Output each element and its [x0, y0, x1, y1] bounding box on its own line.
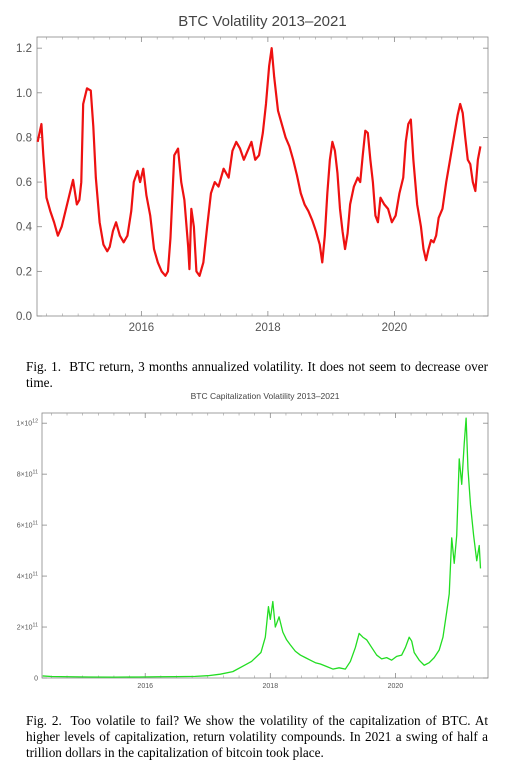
chart-title: BTC Volatility 2013–2021 — [178, 13, 346, 30]
plot-frame — [41, 412, 489, 679]
y-tick-mantissa: 8×10 — [17, 472, 33, 479]
y-tick-label: 1×1012 — [16, 419, 38, 428]
figure-1-caption: Fig. 1. BTC return, 3 months annualized … — [26, 359, 488, 391]
y-tick-mantissa: 0 — [34, 675, 38, 682]
y-tick-label: 2×1011 — [17, 622, 38, 631]
y-tick-label: 0.6 — [16, 177, 32, 189]
x-tick-label: 2016 — [137, 683, 153, 690]
y-tick-label: 0.8 — [16, 132, 32, 144]
y-tick-label: 0.4 — [16, 222, 33, 234]
y-tick-label: 6×1011 — [17, 521, 38, 530]
y-tick-label: 0 — [34, 675, 38, 682]
figure-1: BTC Volatility 2013–2021 2016 2018 2020 0.0 0… — [0, 0, 511, 340]
x-tick-label: 2020 — [382, 322, 408, 334]
x-tick-label: 2016 — [129, 322, 155, 334]
y-tick-exponent: 12 — [32, 419, 38, 425]
y-tick-label: 8×1011 — [17, 470, 38, 479]
y-tick-exponent: 11 — [33, 622, 39, 628]
y-tick-mantissa: 1×10 — [16, 421, 32, 428]
y-tick-label: 4×1011 — [17, 572, 38, 581]
x-tick-label: 2018 — [255, 322, 281, 334]
y-tick-mantissa: 6×10 — [17, 523, 33, 530]
figure-1-caption-text: BTC return, 3 months annualized volatili… — [26, 359, 489, 390]
y-tick-label: 0.0 — [16, 311, 32, 323]
y-tick-exponent: 11 — [33, 470, 39, 476]
y-tick-exponent: 11 — [33, 521, 39, 527]
figure-2-caption: Fig. 2. Too volatile to fail? We show th… — [26, 713, 488, 761]
x-tick-label: 2018 — [263, 683, 279, 690]
y-tick-mantissa: 2×10 — [17, 624, 33, 631]
y-tick-label: 1.0 — [16, 88, 32, 100]
x-tick-label: 2020 — [388, 683, 404, 690]
y-tick-mantissa: 4×10 — [17, 574, 33, 581]
chart-title: BTC Capitalization Volatility 2013–2021 — [191, 391, 340, 401]
figure-2: BTC Capitalization Volatility 2013–2021 2… — [0, 385, 511, 695]
volatility-chart: BTC Volatility 2013–2021 2016 2018 2020 0.0 0… — [16, 13, 489, 334]
figure-2-caption-label: Fig. 2. — [26, 713, 62, 728]
figure-1-caption-label: Fig. 1. — [26, 359, 61, 374]
series-line — [42, 417, 482, 678]
plot-frame — [36, 36, 489, 317]
figure-2-caption-text: Too volatile to fail? We show the volati… — [26, 713, 489, 760]
capitalization-volatility-chart: BTC Capitalization Volatility 2013–2021 2… — [16, 391, 489, 690]
y-tick-exponent: 11 — [33, 572, 39, 578]
y-tick-label: 0.2 — [16, 266, 32, 278]
series-line — [36, 47, 482, 277]
y-tick-label: 1.2 — [16, 43, 32, 55]
